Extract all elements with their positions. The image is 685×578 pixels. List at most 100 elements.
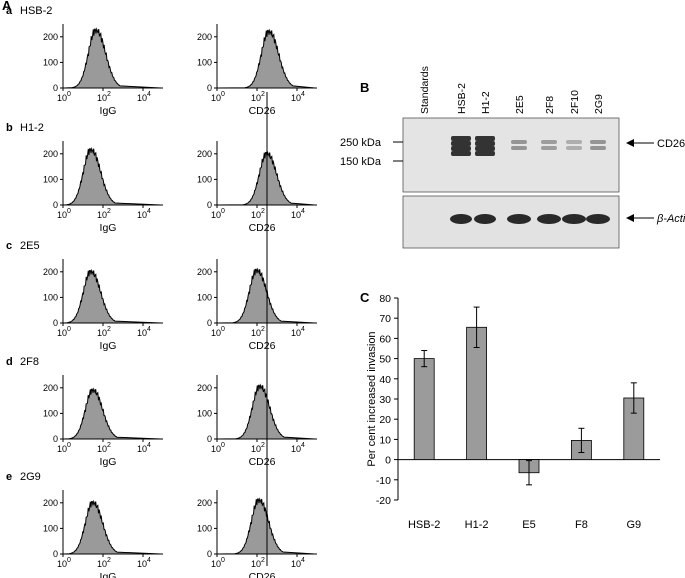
category-label: E5 bbox=[522, 519, 535, 531]
blot-bands bbox=[450, 136, 610, 224]
y-tick-label: 0 bbox=[53, 549, 58, 559]
x-tick-exponent: 4 bbox=[147, 442, 151, 449]
lane-label: 2E5 bbox=[514, 95, 526, 114]
histogram-curve bbox=[217, 28, 316, 89]
y-tick-label: 100 bbox=[43, 523, 58, 533]
y-tick-label: 100 bbox=[197, 408, 212, 418]
y-tick-label: 200 bbox=[43, 149, 58, 159]
cd26-band bbox=[451, 146, 471, 151]
x-tick-exponent: 4 bbox=[147, 557, 151, 564]
x-tick-exponent: 4 bbox=[301, 91, 305, 98]
x-tick-label: 10 bbox=[251, 210, 261, 220]
cd26-band bbox=[451, 141, 471, 146]
y-tick-label: 100 bbox=[197, 174, 212, 184]
x-axis-label: IgG bbox=[100, 571, 117, 578]
y-tick-label: 60 bbox=[379, 333, 391, 345]
cd26-band bbox=[541, 140, 557, 144]
invasion-bar-chart: -20 -10 0 10 20 30 40 50 60 70 80 Per cent increase… bbox=[366, 293, 660, 531]
cd26-band bbox=[511, 146, 527, 150]
marker-250: 250 kDa bbox=[340, 137, 382, 149]
y-tick-label: 20 bbox=[379, 414, 391, 426]
histogram-curve bbox=[63, 27, 162, 89]
x-tick-exponent: 2 bbox=[107, 557, 111, 564]
y-tick-label: 0 bbox=[207, 318, 212, 328]
x-axis-label: IgG bbox=[100, 222, 117, 234]
row-cell-line-label: 2G9 bbox=[20, 471, 41, 483]
y-tick-label: 100 bbox=[43, 57, 58, 67]
y-tick-label: 200 bbox=[43, 498, 58, 508]
cd26-band bbox=[566, 146, 582, 150]
x-tick-label: 10 bbox=[211, 93, 221, 103]
lane-label: HSB-2 bbox=[456, 83, 468, 114]
cd26-band bbox=[475, 146, 495, 151]
y-tick-label: 0 bbox=[207, 434, 212, 444]
y-tick-label: 100 bbox=[197, 57, 212, 67]
y-tick-label: 30 bbox=[379, 394, 391, 406]
x-tick-label: 10 bbox=[57, 444, 67, 454]
y-tick-label: 0 bbox=[53, 318, 58, 328]
row-letter: d bbox=[6, 356, 13, 368]
y-tick-label: 50 bbox=[379, 354, 391, 366]
bar bbox=[413, 358, 435, 461]
actin-band bbox=[474, 214, 496, 224]
actin-arrowhead bbox=[626, 214, 634, 222]
x-tick-label: 10 bbox=[97, 559, 107, 569]
cd26-band bbox=[590, 140, 606, 144]
y-tick-label: 0 bbox=[207, 83, 212, 93]
category-label: H1-2 bbox=[465, 519, 489, 531]
category-label: G9 bbox=[626, 519, 641, 531]
cd26-band bbox=[475, 136, 495, 141]
y-tick-label: 200 bbox=[197, 149, 212, 159]
x-axis-label: IgG bbox=[100, 456, 117, 468]
x-axis-label: CD26 bbox=[249, 222, 276, 234]
row-letter: a bbox=[6, 5, 13, 17]
y-tick-label: 100 bbox=[43, 174, 58, 184]
y-tick-label: -20 bbox=[376, 495, 391, 507]
y-tick-label: 0 bbox=[385, 455, 391, 467]
x-tick-label: 10 bbox=[57, 93, 67, 103]
marker-150: 150 kDa bbox=[340, 156, 382, 168]
x-axis-label: CD26 bbox=[249, 571, 276, 578]
x-tick-label: 10 bbox=[97, 93, 107, 103]
x-tick-exponent: 2 bbox=[107, 442, 111, 449]
x-tick-label: 10 bbox=[291, 93, 301, 103]
x-tick-exponent: 4 bbox=[301, 557, 305, 564]
row-cell-line-label: 2F8 bbox=[20, 356, 39, 368]
y-tick-label: 200 bbox=[197, 383, 212, 393]
x-tick-label: 10 bbox=[137, 328, 147, 338]
x-tick-label: 10 bbox=[97, 210, 107, 220]
panel-a-letter: A bbox=[2, 0, 12, 13]
cd26-band bbox=[566, 140, 582, 144]
x-tick-exponent: 2 bbox=[107, 326, 111, 333]
y-tick-label: 200 bbox=[43, 267, 58, 277]
cd26-band bbox=[511, 140, 527, 144]
histogram-curve bbox=[63, 146, 162, 206]
x-tick-exponent: 2 bbox=[107, 208, 111, 215]
histogram-curve bbox=[63, 268, 162, 324]
lane-label: Standards bbox=[419, 66, 431, 114]
x-tick-label: 10 bbox=[211, 210, 221, 220]
x-tick-label: 10 bbox=[291, 444, 301, 454]
x-axis-label: IgG bbox=[100, 105, 117, 117]
y-tick-label: 200 bbox=[197, 498, 212, 508]
y-tick-label: 0 bbox=[53, 434, 58, 444]
y-tick-label: 0 bbox=[207, 200, 212, 210]
x-tick-exponent: 4 bbox=[147, 326, 151, 333]
actin-band bbox=[507, 214, 531, 224]
y-tick-label: 10 bbox=[379, 434, 391, 446]
y-axis-label: Per cent increased invasion bbox=[366, 331, 378, 466]
x-tick-exponent: 2 bbox=[261, 91, 265, 98]
panel-c-letter: C bbox=[360, 290, 370, 305]
y-tick-label: 0 bbox=[53, 200, 58, 210]
x-tick-exponent: 4 bbox=[147, 208, 151, 215]
y-tick-label: 100 bbox=[197, 292, 212, 302]
actin-band bbox=[450, 214, 472, 224]
